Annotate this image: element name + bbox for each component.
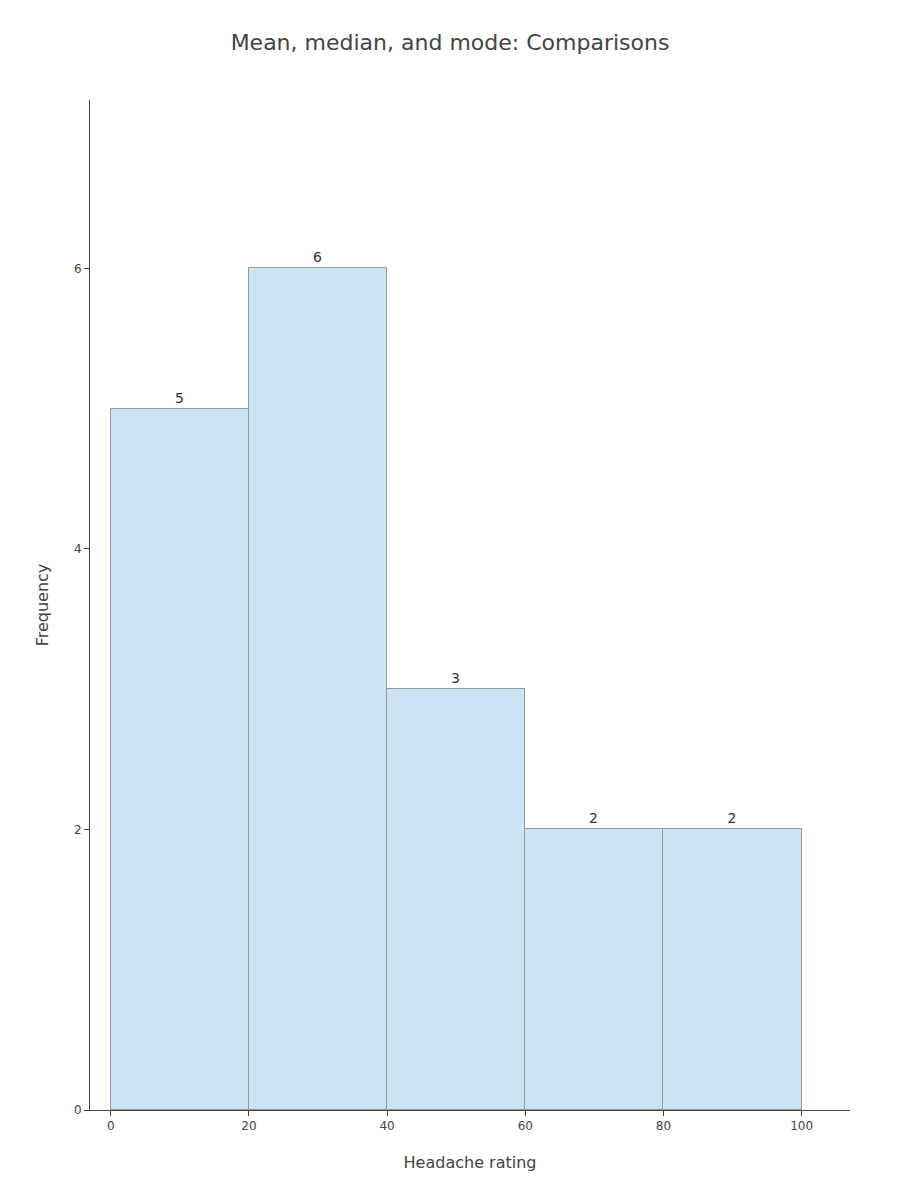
svg-text:Frequency: Frequency [33, 564, 52, 647]
svg-text:40: 40 [379, 1119, 394, 1133]
svg-text:3: 3 [451, 670, 460, 686]
svg-text:4: 4 [74, 542, 82, 556]
svg-text:60: 60 [518, 1119, 533, 1133]
svg-text:5: 5 [175, 390, 184, 406]
svg-text:Headache rating: Headache rating [404, 1153, 537, 1172]
svg-text:2: 2 [728, 810, 737, 826]
svg-text:0: 0 [107, 1119, 115, 1133]
svg-text:100: 100 [790, 1119, 813, 1133]
svg-text:6: 6 [313, 249, 322, 265]
svg-text:6: 6 [74, 262, 82, 276]
svg-text:0: 0 [74, 1103, 82, 1117]
svg-text:20: 20 [241, 1119, 256, 1133]
svg-text:Mean, median, and mode: Compar: Mean, median, and mode: Comparisons [231, 30, 670, 55]
svg-text:2: 2 [74, 823, 82, 837]
svg-text:2: 2 [589, 810, 598, 826]
svg-text:80: 80 [656, 1119, 671, 1133]
